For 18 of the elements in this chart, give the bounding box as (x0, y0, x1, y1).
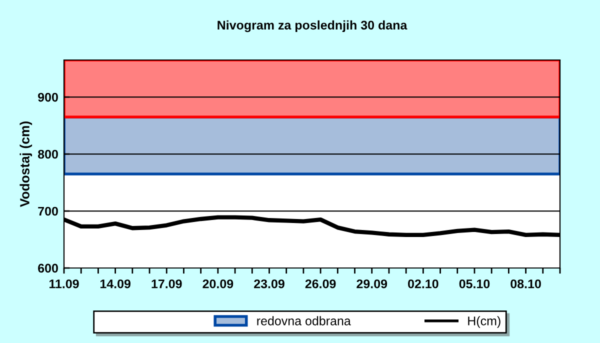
x-tick-label: 23.09 (254, 279, 284, 288)
y-tick-label: 600 (38, 264, 58, 273)
x-tick-label: 17.09 (152, 279, 182, 288)
x-tick-label: 20.09 (202, 279, 234, 288)
y-axis-title: Vodostaj (cm) (20, 122, 32, 208)
y-tick-label: 800 (38, 150, 58, 159)
x-tick-label: 08.10 (510, 279, 541, 288)
chart-title: Nivogram za poslednjih 30 dana (218, 20, 408, 32)
x-tick-label: 26.09 (305, 279, 336, 288)
x-tick-label: 05.10 (459, 279, 490, 288)
y-tick-label: 900 (38, 92, 58, 102)
legend-label: H(cm) (468, 316, 500, 328)
x-tick-label: 02.10 (408, 279, 438, 288)
x-tick-label: 29.09 (356, 279, 388, 288)
legend-label: redovna odbrana (257, 316, 351, 326)
x-tick-label: 14.09 (100, 279, 130, 288)
x-tick-label: 11.09 (49, 279, 79, 288)
y-tick-label: 700 (38, 206, 58, 216)
